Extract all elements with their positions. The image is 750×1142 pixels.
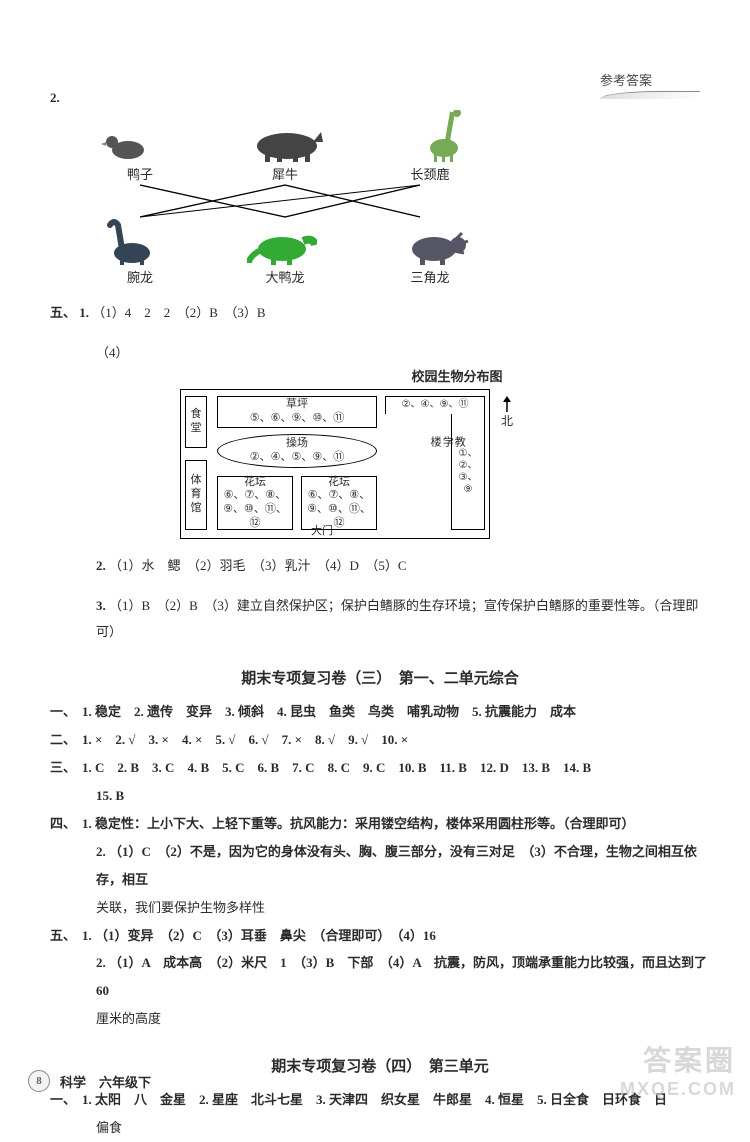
page-footer: 8 科学 六年级下 bbox=[28, 1070, 151, 1092]
rev3-p4-label: 四、 bbox=[50, 810, 82, 838]
rev3-p2-text: 1. × 2. √ 3. × 4. × 5. √ 6. √ 7. × 8. √ … bbox=[82, 732, 408, 747]
matching-diagram: 鸭子 犀牛 长颈鹿 腕龙 大鸭龙 bbox=[100, 110, 470, 286]
top-animals bbox=[100, 110, 470, 162]
rev3-p4-l2b: 关联，我们要保护生物多样性 bbox=[96, 894, 710, 922]
sec5-q3-text: （1）B （2）B （3）建立自然保护区；保护白鳍豚的生存环境；宣传保护白鳍豚的… bbox=[96, 598, 698, 639]
rev3-p5-l2b-text: 厘米的高度 bbox=[96, 1011, 161, 1026]
map-field: 操场②、④、⑤、⑨、⑪ bbox=[217, 434, 377, 468]
rev3-p2: 二、1. × 2. √ 3. × 4. × 5. √ 6. √ 7. × 8. … bbox=[50, 726, 710, 754]
map-gym: 体育馆 bbox=[185, 460, 207, 530]
sec5-q1-num: 1. bbox=[79, 305, 89, 320]
label-duck: 鸭子 bbox=[100, 164, 180, 183]
giraffe-icon bbox=[424, 110, 470, 162]
rev3-p3-text2: 15. B bbox=[96, 788, 124, 803]
rev3-p5-l2b: 厘米的高度 bbox=[96, 1005, 710, 1033]
footer-text: 科学 六年级下 bbox=[60, 1072, 151, 1091]
duck-icon bbox=[100, 128, 150, 162]
bottom-animals bbox=[100, 219, 470, 265]
sec5-q3: 3. （1）B （2）B （3）建立自然保护区；保护白鳍豚的生存环境；宣传保护白… bbox=[96, 593, 710, 645]
top-labels: 鸭子 犀牛 长颈鹿 bbox=[100, 164, 470, 183]
rev3-p5-l1: 五、1. （1）变异 （2）C （3）耳垂 鼻尖 （合理即可） （4）16 bbox=[50, 922, 710, 950]
rev4-p1-l1-text: 1. 太阳 八 金星 2. 星座 北斗七星 3. 天津四 织女星 牛郎星 4. … bbox=[82, 1092, 667, 1107]
sec5-q1: 五、 1. （1）4 2 2 （2）B （3）B bbox=[50, 300, 710, 326]
rev3-p1: 一、1. 稳定 2. 遗传 变异 3. 倾斜 4. 昆虫 鱼类 鸟类 哺乳动物 … bbox=[50, 698, 710, 726]
page-number: 8 bbox=[28, 1070, 50, 1092]
rev3-p2-label: 二、 bbox=[50, 726, 82, 754]
sec5-q2: 2. （1）水 鳃 （2）羽毛 （3）乳汁 （4）D （5）C bbox=[96, 553, 710, 579]
map-canteen: 食堂 bbox=[185, 396, 207, 448]
map-gate: 大门 bbox=[311, 522, 333, 538]
watermark-cn: 答案圈 bbox=[620, 1039, 736, 1079]
sec5-q4: （4） bbox=[96, 340, 710, 366]
label-brachiosaurus: 腕龙 bbox=[100, 267, 180, 286]
rev4-p1-l2-text: 偏食 bbox=[96, 1120, 122, 1135]
rev3-p4-l2b-text: 关联，我们要保护生物多样性 bbox=[96, 900, 265, 915]
label-rhino: 犀牛 bbox=[245, 164, 325, 183]
sec5-q4-label: （4） bbox=[96, 345, 129, 360]
sec5-q3-num: 3. bbox=[96, 598, 106, 613]
triceratops-icon bbox=[404, 223, 470, 265]
sec5-q1-text: （1）4 2 2 （2）B （3）B bbox=[92, 305, 265, 320]
sec5-q2-num: 2. bbox=[96, 558, 106, 573]
rev3-p5-l1-text: 1. （1）变异 （2）C （3）耳垂 鼻尖 （合理即可） （4）16 bbox=[82, 928, 436, 943]
label-triceratops: 三角龙 bbox=[390, 267, 470, 286]
rev3-p1-text: 1. 稳定 2. 遗传 变异 3. 倾斜 4. 昆虫 鱼类 鸟类 哺乳动物 5.… bbox=[82, 704, 576, 719]
map-building-side: ①、②、③、⑨ bbox=[451, 414, 485, 530]
rev4-p1-l2: 偏食 bbox=[96, 1114, 710, 1142]
rev3-p4-l1-text: 1. 稳定性：上小下大、上轻下重等。抗风能力：采用镂空结构，楼体采用圆柱形等。（… bbox=[82, 816, 635, 831]
header-swoosh bbox=[600, 91, 700, 99]
rev3-p4-l2: 2. （1）C （2）不是，因为它的身体没有头、胸、腹三部分，没有三对足 （3）… bbox=[96, 838, 710, 894]
rev3-p4-l1: 四、1. 稳定性：上小下大、上轻下重等。抗风能力：采用镂空结构，楼体采用圆柱形等… bbox=[50, 810, 710, 838]
campus-map: 食堂 体育馆 草坪⑤、⑥、⑨、⑩、⑪ 操场②、④、⑤、⑨、⑪ 花坛⑥、⑦、⑧、⑨… bbox=[180, 389, 490, 539]
map-title: 校园生物分布图 bbox=[204, 366, 710, 385]
rev3-p5-l2-text: 2. （1）A 成本高 （2）米尺 1 （3）B 下部 （4）A 抗震，防风，顶… bbox=[96, 955, 707, 998]
bottom-labels: 腕龙 大鸭龙 三角龙 bbox=[100, 267, 470, 286]
answer-key-title: 参考答案 bbox=[600, 73, 652, 88]
map-north-label: 北 bbox=[501, 412, 513, 429]
map-lawn: 草坪⑤、⑥、⑨、⑩、⑪ bbox=[217, 396, 377, 428]
rev3-p5-label: 五、 bbox=[50, 922, 82, 950]
rhino-icon bbox=[247, 122, 327, 162]
answer-key-header: 参考答案 bbox=[600, 70, 700, 99]
sec5-q2-text: （1）水 鳃 （2）羽毛 （3）乳汁 （4）D （5）C bbox=[109, 558, 407, 573]
matching-lines bbox=[100, 183, 470, 219]
map-building-top: ②、④、⑨、⑪ bbox=[385, 396, 485, 414]
rev3-p3: 三、1. C 2. B 3. C 4. B 5. C 6. B 7. C 8. … bbox=[50, 754, 710, 782]
rev3-p3-label: 三、 bbox=[50, 754, 82, 782]
brachiosaurus-icon bbox=[100, 219, 160, 265]
map-flowerbed-1: 花坛⑥、⑦、⑧、⑨、⑩、⑪、⑫ bbox=[217, 476, 293, 530]
watermark-en: MXQE.COM bbox=[620, 1079, 736, 1100]
rev3-p4-l2-text: 2. （1）C （2）不是，因为它的身体没有头、胸、腹三部分，没有三对足 （3）… bbox=[96, 844, 697, 887]
rev3-heading: 期末专项复习卷（三） 第一、二单元综合 bbox=[50, 667, 710, 688]
hadrosaur-icon bbox=[247, 221, 317, 265]
sec5-label: 五、 bbox=[50, 305, 76, 320]
label-giraffe: 长颈鹿 bbox=[390, 164, 470, 183]
rev3-p3-text1: 1. C 2. B 3. C 4. B 5. C 6. B 7. C 8. C … bbox=[82, 760, 591, 775]
rev3-p3b: 15. B bbox=[96, 782, 710, 810]
watermark: 答案圈 MXQE.COM bbox=[620, 1039, 736, 1100]
map-building-nums: ①、②、③、⑨ bbox=[459, 448, 478, 496]
label-hadrosaur: 大鸭龙 bbox=[245, 267, 325, 286]
rev3-p1-label: 一、 bbox=[50, 698, 82, 726]
map-north: 北 bbox=[501, 396, 513, 429]
map-building-label: 教学楼 bbox=[429, 436, 465, 447]
rev3-p5-l2: 2. （1）A 成本高 （2）米尺 1 （3）B 下部 （4）A 抗震，防风，顶… bbox=[96, 949, 710, 1005]
